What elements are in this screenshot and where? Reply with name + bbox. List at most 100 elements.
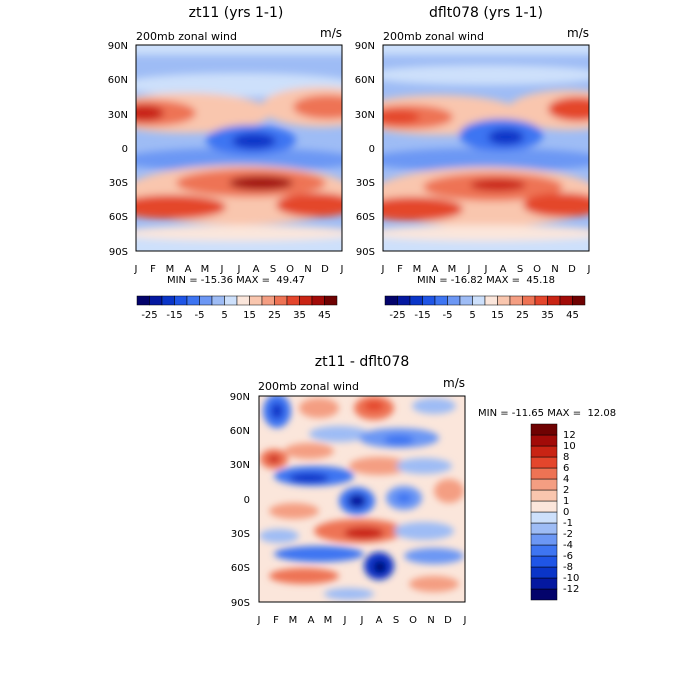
eq-trough-core bbox=[232, 133, 276, 149]
units-label: m/s bbox=[567, 26, 589, 40]
x-tick-label: M bbox=[289, 615, 298, 626]
x-tick-label: N bbox=[304, 264, 311, 275]
plot-area bbox=[383, 45, 589, 251]
x-tick-label: J bbox=[257, 615, 261, 626]
y-tick-label: 30S bbox=[356, 178, 375, 189]
colorbar-tick-label: 45 bbox=[318, 310, 331, 321]
colorbar-tick-label: 25 bbox=[516, 310, 529, 321]
y-tick-label: 60N bbox=[230, 426, 250, 437]
colorbar-swatch bbox=[186, 295, 200, 306]
x-axis: J F M A M J J A S O N D J bbox=[257, 615, 467, 626]
x-tick-label: N bbox=[427, 615, 434, 626]
jet-south-lower bbox=[383, 197, 463, 221]
eq-trough-core bbox=[488, 129, 524, 145]
colorbar-swatch bbox=[530, 467, 558, 480]
polar-cap-north bbox=[383, 45, 589, 55]
y-tick-label: 30S bbox=[109, 178, 128, 189]
colorbar-tick-label: 1 bbox=[563, 496, 569, 507]
colorbar-swatch bbox=[211, 295, 225, 306]
y-tick-label: 90N bbox=[230, 392, 250, 403]
colorbar-swatch bbox=[397, 295, 411, 306]
band-eq bbox=[136, 148, 342, 172]
x-tick-label: F bbox=[150, 264, 156, 275]
x-tick-label: O bbox=[409, 615, 417, 626]
panel-title: zt11 - dflt078 bbox=[315, 354, 410, 370]
x-tick-label: M bbox=[448, 264, 457, 275]
jet-south-core bbox=[229, 176, 293, 190]
x-tick-label: A bbox=[500, 264, 507, 275]
x-tick-label: J bbox=[237, 264, 241, 275]
x-tick-label: M bbox=[166, 264, 175, 275]
min-max-text: MIN = -15.36 MAX = 49.47 bbox=[167, 275, 305, 286]
x-tick-label: M bbox=[324, 615, 333, 626]
anomaly-neg bbox=[324, 588, 374, 600]
colorbar-swatch bbox=[522, 295, 536, 306]
colorbar-tick-label: -6 bbox=[563, 551, 573, 562]
jet-north-east bbox=[293, 95, 342, 119]
colorbar-swatch bbox=[311, 295, 325, 306]
plot-area bbox=[259, 396, 465, 602]
anomaly-pos bbox=[284, 443, 334, 459]
colorbar-swatch bbox=[534, 295, 548, 306]
anomaly-neg bbox=[396, 458, 452, 474]
colorbar-swatch bbox=[459, 295, 473, 306]
anomaly-pos bbox=[434, 479, 464, 503]
colorbar-tick-label: 25 bbox=[268, 310, 281, 321]
colorbar-swatch bbox=[572, 295, 586, 306]
polar-cap-north bbox=[136, 45, 342, 55]
colorbar-swatch bbox=[547, 295, 561, 306]
colorbar-tick-label: 0 bbox=[563, 507, 569, 518]
colorbar-tick-label: 5 bbox=[469, 310, 475, 321]
colorbar-swatch bbox=[434, 295, 448, 306]
anomaly-neg-core bbox=[271, 403, 283, 419]
anomaly-neg-deep bbox=[374, 561, 386, 573]
colorbar-swatch bbox=[530, 511, 558, 524]
colorbar-swatch bbox=[484, 295, 498, 306]
units-label: m/s bbox=[443, 376, 465, 390]
colorbar-swatch bbox=[472, 295, 486, 306]
x-tick-label: A bbox=[253, 264, 260, 275]
colorbar-tick-label: 45 bbox=[566, 310, 579, 321]
colorbar-swatch bbox=[286, 295, 300, 306]
jet-south-lower-east bbox=[276, 193, 342, 217]
x-tick-label: J bbox=[343, 615, 347, 626]
x-tick-label: M bbox=[201, 264, 210, 275]
anomaly-pos bbox=[409, 576, 459, 592]
colorbar-swatch bbox=[224, 295, 238, 306]
colorbar-tick-label: -8 bbox=[563, 562, 573, 573]
y-tick-label: 0 bbox=[122, 144, 128, 155]
anomaly-neg bbox=[394, 522, 454, 540]
colorbar: -12 -10 -8 -6 -4 -2 -1 0 1 2 4 6 8 10 12 bbox=[530, 423, 579, 601]
x-tick-label: J bbox=[484, 264, 488, 275]
colorbar-swatch bbox=[530, 434, 558, 447]
colorbar-swatch bbox=[530, 522, 558, 535]
y-tick-label: 0 bbox=[244, 495, 250, 506]
colorbar-tick-label: -5 bbox=[195, 310, 205, 321]
y-tick-label: 60S bbox=[109, 212, 128, 223]
colorbar-swatch bbox=[136, 295, 150, 306]
y-tick-label: 90S bbox=[231, 598, 250, 609]
variable-label: 200mb zonal wind bbox=[136, 30, 237, 43]
x-tick-label: A bbox=[432, 264, 439, 275]
x-tick-label: J bbox=[381, 264, 385, 275]
jet-north-east bbox=[548, 97, 589, 121]
anomaly-neg-core bbox=[348, 494, 366, 508]
colorbar-swatch bbox=[161, 295, 175, 306]
colorbar-tick-label: -2 bbox=[563, 529, 573, 540]
colorbar-swatch bbox=[530, 555, 558, 568]
anomaly-pos-core bbox=[268, 455, 280, 463]
y-tick-label: 30N bbox=[230, 460, 250, 471]
x-tick-label: O bbox=[286, 264, 294, 275]
colorbar-swatch bbox=[299, 295, 313, 306]
colorbar-tick-label: 8 bbox=[563, 452, 569, 463]
colorbar-swatch bbox=[261, 295, 275, 306]
colorbar-swatch bbox=[274, 295, 288, 306]
x-axis: J F M A M J J A S O N D J bbox=[134, 264, 344, 275]
anomaly-pos bbox=[349, 457, 409, 475]
anomaly-pos-core bbox=[344, 527, 384, 539]
colorbar-swatch bbox=[530, 566, 558, 579]
y-tick-label: 60N bbox=[108, 75, 128, 86]
colorbar-swatch bbox=[530, 489, 558, 502]
colorbar-tick-label: 15 bbox=[243, 310, 256, 321]
